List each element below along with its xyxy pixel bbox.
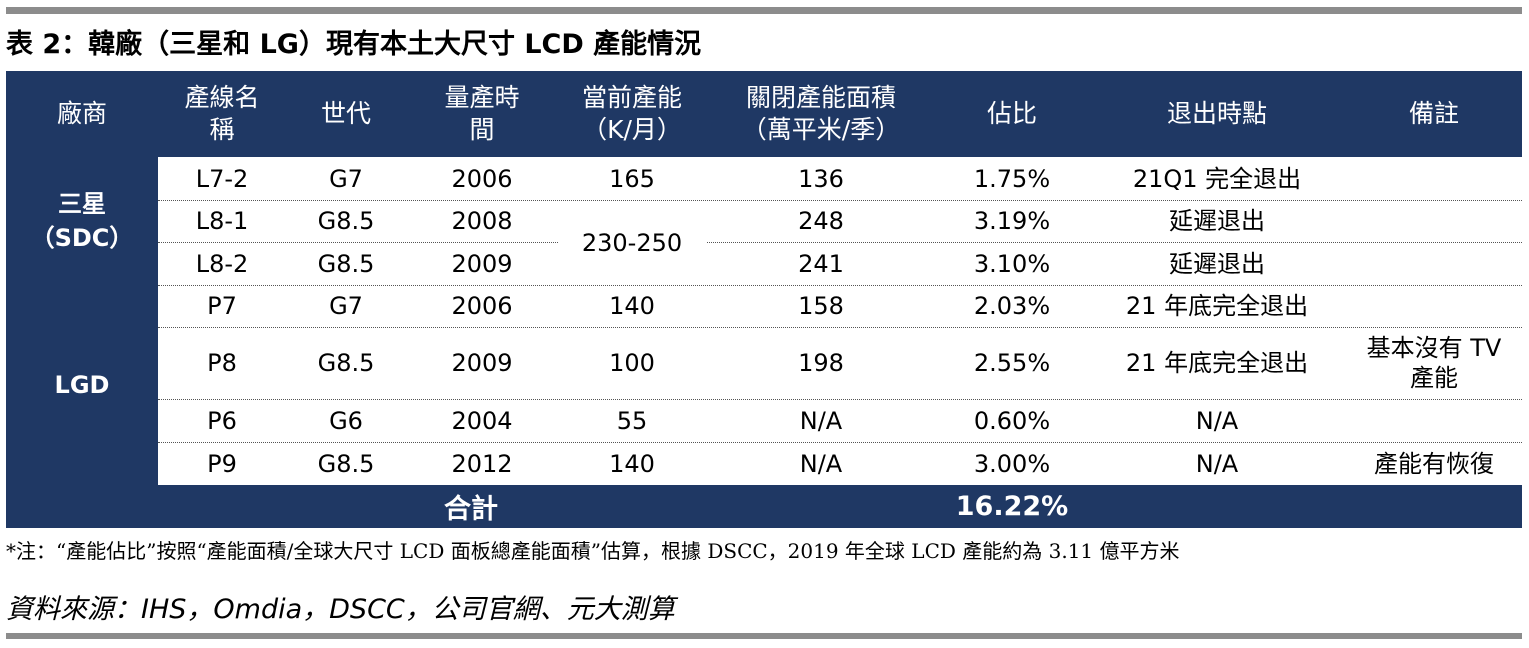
capacity-cell: 100 (609, 349, 655, 377)
row-separator (158, 285, 1522, 286)
capacity-cell: 55 (616, 406, 648, 435)
generation-cell: G7 (329, 164, 363, 193)
year-cell: 2006 (451, 164, 513, 193)
share-cell: 2.03% (973, 292, 1051, 320)
header-cell: 關閉產能面積 （萬平米/季） (706, 71, 936, 157)
row-separator (158, 200, 1522, 201)
row-separator (158, 327, 1522, 328)
table-header (6, 71, 1522, 157)
header-text: 量產時 (444, 83, 520, 112)
row-separator (158, 242, 1522, 243)
header-text: 廠商 (56, 99, 107, 128)
generation-cell: G8.5 (317, 249, 375, 278)
header-text: 世代 (320, 99, 371, 128)
note-cell (1346, 157, 1522, 200)
line-cell: P6 (207, 406, 237, 435)
generation-cell: G7 (329, 292, 363, 320)
closed-area-cell: 158 (798, 292, 844, 320)
share-cell: 2.55% (973, 349, 1051, 377)
header-cell: 當前產能 （K/月） (558, 71, 706, 157)
total-row (6, 485, 1522, 528)
capacity-cell: 140 (609, 449, 655, 478)
line-cell: P7 (207, 292, 237, 320)
generation-cell: G8.5 (317, 349, 375, 377)
vendor-column (6, 157, 158, 485)
header-text: 當前產能 (581, 83, 682, 112)
generation-cell: G8.5 (317, 207, 375, 235)
header-text: （K/月） (582, 115, 682, 144)
capacity-cell: 165 (609, 164, 655, 193)
top-rule (6, 7, 1522, 14)
table-title: 表 2：韓廠（三星和 LG）現有本土大尺寸 LCD 產能情況 (6, 29, 702, 60)
closed-area-cell: 136 (798, 164, 844, 193)
header-text: 關閉產能面積 (745, 83, 896, 112)
capacity-cell: 140 (609, 292, 655, 320)
year-cell: 2004 (451, 406, 513, 435)
exit-cell: 21 年底完全退出 (1125, 292, 1309, 320)
line-cell: P8 (207, 349, 237, 377)
vendor-sdc: 三星 （SDC） (6, 157, 158, 285)
share-cell: 1.75% (973, 164, 1051, 193)
generation-cell: G6 (329, 406, 363, 435)
header-text: 產線名 (184, 83, 260, 112)
line-cell: P9 (207, 449, 237, 478)
year-cell: 2009 (451, 249, 513, 278)
note-cell: 基本沒有 TV 產能 (1366, 334, 1502, 392)
share-cell: 3.19% (973, 207, 1051, 235)
vendor-lgd: LGD (54, 371, 110, 399)
closed-area-cell: 248 (798, 207, 844, 235)
header-text: 退出時點 (1166, 99, 1267, 128)
year-cell: 2012 (451, 449, 513, 478)
closed-area-cell: N/A (799, 406, 843, 435)
year-cell: 2006 (451, 292, 513, 320)
note-cell (1346, 399, 1522, 442)
year-cell: 2009 (451, 349, 513, 377)
exit-cell: 延遲退出 (1169, 207, 1265, 235)
closed-area-cell: 241 (798, 249, 844, 278)
line-cell: L7-2 (195, 164, 249, 193)
share-cell: 3.10% (973, 249, 1051, 278)
header-text: 稱 (209, 115, 235, 144)
exit-cell: N/A (1195, 406, 1239, 435)
row-separator (158, 442, 1522, 443)
header-text: 佔比 (986, 99, 1037, 128)
header-cell: 退出時點 (1088, 71, 1346, 157)
footnote: *注：“產能佔比”按照“產能面積/全球大尺寸 LCD 面板總產能面積”估算，根據… (6, 539, 1180, 563)
capacity-table: 三星 （SDC） LGD 合計 16.22% 廠商 產線名稱世代 量產時間當前產能（… (6, 71, 1522, 528)
row-separator (158, 399, 1522, 400)
bottom-rule (6, 633, 1522, 639)
share-cell: 0.60% (973, 406, 1051, 435)
year-cell: 2008 (451, 207, 513, 235)
exit-cell: N/A (1195, 449, 1239, 478)
note-cell (1346, 200, 1522, 242)
header-cell: 產線名稱 (158, 71, 286, 157)
header-cell: 佔比 (936, 71, 1088, 157)
total-label: 合計 (444, 494, 498, 525)
header-cell: 備註 (1346, 71, 1522, 157)
header-text: 備註 (1408, 99, 1459, 128)
exit-cell: 21 年底完全退出 (1125, 349, 1309, 377)
line-cell: L8-1 (195, 207, 249, 235)
total-share: 16.22% (955, 491, 1069, 522)
vendor-sdc-line2: （SDC） (30, 224, 134, 252)
exit-cell: 21Q1 完全退出 (1132, 164, 1302, 193)
header-text: （萬平米/季） (741, 115, 901, 144)
vendor-sdc-line1: 三星 (57, 190, 106, 218)
note-cell (1346, 285, 1522, 327)
merged-cell-background (558, 202, 706, 283)
share-cell: 3.00% (973, 449, 1051, 478)
note-cell (1346, 242, 1522, 285)
capacity-cell: 230-250 (581, 228, 683, 257)
exit-cell: 延遲退出 (1169, 249, 1265, 278)
header-text: 間 (469, 115, 495, 144)
closed-area-cell: 198 (798, 349, 844, 377)
note-cell: 產能有恢復 (1374, 449, 1494, 478)
header-cell: 量產時間 (406, 71, 558, 157)
header-cell: 世代 (286, 71, 406, 157)
closed-area-cell: N/A (799, 449, 843, 478)
line-cell: L8-2 (195, 249, 249, 278)
header-cell: 廠商 (6, 71, 158, 157)
generation-cell: G8.5 (317, 449, 375, 478)
source-line: 資料來源：IHS，Omdia，DSCC，公司官網、元大測算 (6, 594, 675, 625)
